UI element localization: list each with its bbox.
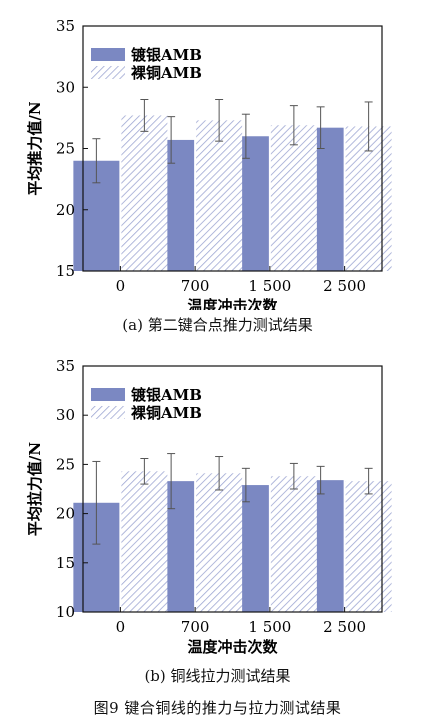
bar-bare-copper-3 [345,481,392,612]
plot-frame [82,365,383,613]
legend-label: 裸铜AMB [131,64,202,82]
y-tick-label: 20 [56,505,75,523]
bar-bare-copper-1 [196,120,243,271]
y-tick-label: 15 [56,554,75,572]
legend-swatch-silver-plated [91,388,125,401]
chart-a: 15 20 25 30 35 0 700 1 500 2 500 温度冲击次数 平均推力值/N 镀银A… [0,0,435,345]
chart-b: 10 15 20 25 30 35 0 700 1 500 2 500 温度冲击次数 平均拉力值/N 镀… [0,345,435,691]
legend-label: 裸铜AMB [131,404,202,422]
y-tick-label: 10 [56,603,75,621]
y-tick-label: 35 [56,357,75,375]
x-tick-label: 2 500 [323,277,366,295]
chart-a-caption: (a) 第二键合点推力测试结果 [122,316,313,334]
x-tick-label: 700 [181,277,210,295]
y-tick-label: 25 [56,140,75,158]
legend-label: 镀银AMB [131,386,202,404]
x-tick-label: 0 [116,277,126,295]
legend-swatch-bare-copper [91,66,125,79]
legend-swatch-bare-copper [91,406,125,419]
chart-b-svg: 10 15 20 25 30 35 0 700 1 500 2 500 温度冲击次数 平均拉力值/N 镀… [26,357,392,656]
x-tick-label: 1 500 [248,618,291,636]
y-tick-label: 30 [56,78,75,96]
y-tick-label: 20 [56,201,75,219]
y-tick-label: 30 [56,406,75,424]
bar-bare-copper-2 [270,476,317,612]
x-tick-label: 700 [181,618,210,636]
y-axis-title: 平均拉力值/N [26,442,44,536]
y-tick-label: 35 [56,17,75,35]
figure-caption: 图9 键合铜线的推力与拉力测试结果 [93,699,342,717]
y-axis-title: 平均推力值/N [26,101,44,195]
bar-bare-copper-0 [121,115,168,271]
chart-b-caption: (b) 铜线拉力测试结果 [144,667,291,685]
x-axis-title: 温度冲击次数 [187,297,278,310]
x-tick-label: 2 500 [323,618,366,636]
bar-bare-copper-1 [196,473,243,612]
bar-bare-copper-0 [121,471,168,612]
x-axis-title: 温度冲击次数 [187,638,278,656]
legend-label: 镀银AMB [131,46,202,64]
x-tick-label: 1 500 [248,277,291,295]
y-tick-label: 25 [56,455,75,473]
x-tick-label: 0 [116,618,126,636]
bar-bare-copper-2 [270,125,317,271]
y-tick-label: 15 [56,262,75,280]
chart-a-svg: 15 20 25 30 35 0 700 1 500 2 500 温度冲击次数 平均推力值/N 镀银A… [26,17,392,315]
legend-swatch-silver-plated [91,48,125,61]
